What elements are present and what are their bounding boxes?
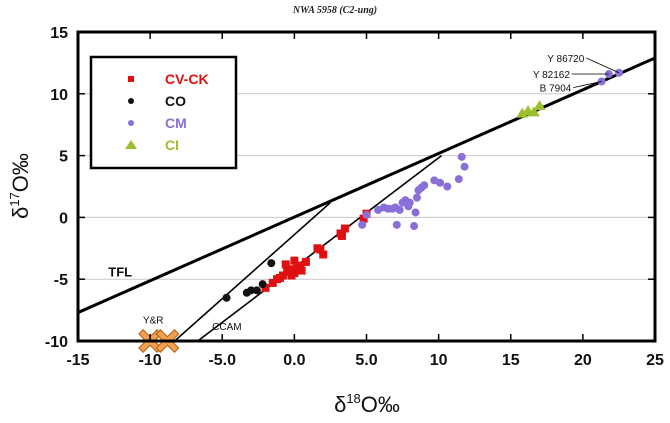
y-axis-label-delta: δ [8, 207, 33, 219]
y-axis-label: δ17O‰ [7, 153, 33, 219]
x-tick-label: 5.0 [355, 352, 377, 369]
legend-box [89, 55, 238, 170]
x-axis-label-delta: δ [334, 392, 346, 417]
series-cv-ck [261, 209, 371, 292]
data-point [443, 182, 452, 191]
annotation-leader [586, 57, 620, 74]
x-tick-label: 20 [574, 352, 592, 369]
y-tick-label: -5 [54, 272, 68, 289]
y-tick-label: 5 [59, 149, 68, 166]
legend-marker [128, 120, 134, 126]
legend-label: CO [165, 93, 186, 109]
x-tick-label: 15 [502, 352, 520, 369]
data-point [252, 286, 261, 295]
data-point [454, 175, 463, 184]
data-point [290, 256, 299, 265]
data-point [222, 293, 231, 302]
data-point [340, 224, 349, 233]
data-point [412, 193, 421, 202]
data-point [533, 100, 546, 111]
data-point [287, 271, 296, 280]
reference-line-y-r [174, 201, 331, 341]
y-tick-label: 0 [59, 210, 68, 227]
legend-marker [125, 140, 137, 149]
series-co [222, 259, 276, 302]
legend-label: CM [165, 115, 187, 131]
series-cm [358, 68, 623, 231]
annotation-label: B 7904 [540, 84, 572, 95]
data-point [405, 198, 414, 207]
data-point [460, 162, 469, 171]
legend-label: CI [165, 137, 179, 153]
data-point [362, 210, 371, 219]
data-point [337, 231, 346, 240]
data-point [395, 205, 404, 214]
x-tick-label: 25 [646, 352, 664, 369]
annotations: Y 86720 Y 82162 B 7904 [533, 54, 620, 95]
annotation-label: Y 82162 [533, 70, 571, 81]
x-tick-label: -10 [139, 352, 162, 369]
data-point [301, 257, 310, 266]
legend-item-cm: CM [128, 115, 187, 131]
x-axis-label-sup: 18 [346, 391, 360, 406]
x-axis-label-rest: O‰ [361, 392, 400, 417]
x-tick-label: 0.0 [283, 352, 305, 369]
y-tick-label: -10 [45, 334, 68, 351]
data-point [392, 220, 401, 229]
line-label-tfl: TFL [108, 265, 132, 280]
data-point [410, 222, 419, 231]
x-tick-label: -5.0 [208, 352, 236, 369]
x-tick-label: 10 [430, 352, 448, 369]
line-label-y-r: Y&R [143, 316, 164, 327]
line-label-ccam: CCAM [212, 322, 241, 333]
data-points [138, 68, 623, 353]
legend-label: CV-CK [165, 71, 209, 87]
data-point [258, 280, 267, 289]
series-ci [516, 100, 546, 118]
chart-title: NWA 5958 (C2-ung) [292, 5, 377, 16]
annotation-label: Y 86720 [547, 54, 585, 65]
legend: CV-CK CO CM CI [89, 55, 238, 170]
legend-marker [128, 76, 134, 82]
data-point [527, 106, 540, 117]
legend-item-cv-ck: CV-CK [128, 71, 209, 87]
y-tick-label: 15 [50, 25, 68, 42]
y-axis-label-sup: 17 [7, 192, 22, 206]
x-axis-label: δ18O‰ [334, 391, 400, 417]
data-point [319, 250, 328, 259]
reference-line-tfl [78, 56, 655, 314]
data-point [286, 265, 295, 274]
data-point [275, 273, 284, 282]
x-tick-label: -15 [66, 352, 89, 369]
data-point [358, 220, 367, 229]
legend-item-co: CO [128, 93, 186, 109]
data-point [436, 178, 445, 187]
data-point [267, 259, 276, 268]
data-point [420, 181, 429, 190]
data-point [281, 260, 290, 269]
legend-item-ci: CI [125, 137, 179, 153]
axis-ticks [78, 32, 655, 341]
data-point [261, 283, 270, 292]
y-axis-label-rest: O‰ [8, 153, 33, 192]
data-point [457, 152, 466, 161]
data-point [296, 261, 305, 270]
annotation-leader [573, 81, 602, 89]
legend-marker [128, 98, 134, 104]
data-point [297, 266, 306, 275]
data-point [359, 214, 368, 223]
data-point [411, 208, 420, 217]
data-point [247, 286, 256, 295]
y-tick-label: 10 [50, 87, 68, 104]
data-point [268, 278, 277, 287]
data-point [316, 245, 325, 254]
